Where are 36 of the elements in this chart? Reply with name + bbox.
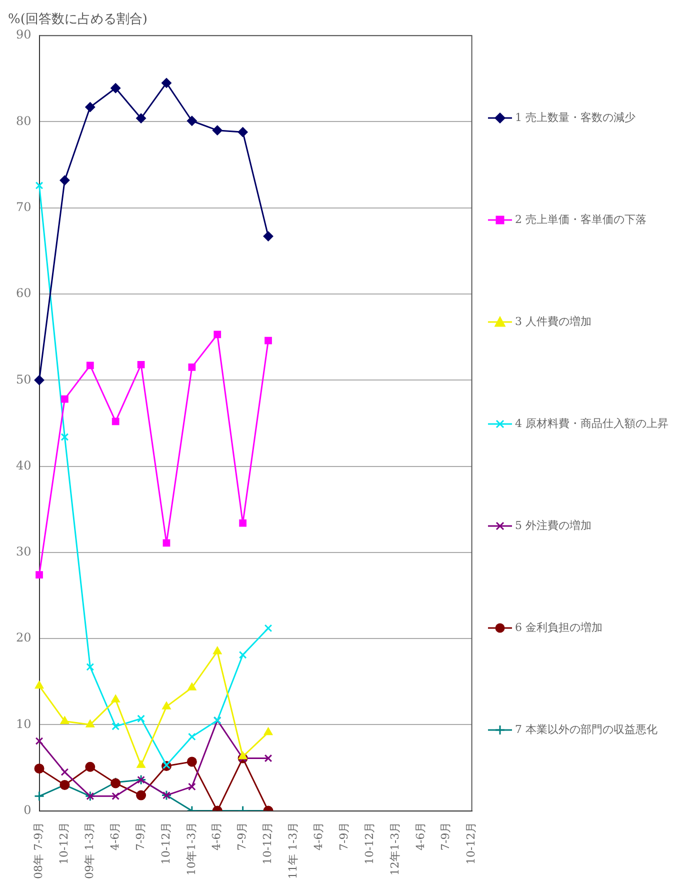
legend-label: 6 金利負担の増加	[515, 620, 602, 636]
y-tick-label: 30	[16, 544, 32, 559]
y-tick-label: 40	[16, 458, 32, 472]
legend-label: 1 売上数量・客数の減少	[515, 110, 636, 126]
legend-label: 3 人件費の増加	[515, 314, 592, 330]
y-tick-label: 80	[16, 114, 32, 128]
y-tick-label: 0	[24, 802, 32, 817]
x-tick-label: 11年 1-3月	[286, 822, 300, 880]
x-tick-label: 08年 7-9月	[32, 822, 46, 880]
x-tick-label: 4-6月	[210, 822, 224, 851]
y-tick-label: 70	[16, 200, 32, 214]
legend-label: 4 原材料費・商品仕入額の上昇	[515, 416, 668, 432]
y-axis-title: %(回答数に占める割合)	[8, 12, 148, 28]
legend-label: 7 本業以外の部門の収益悪化	[515, 722, 658, 738]
x-tick-label: 10-12月	[464, 822, 478, 865]
y-tick-label: 60	[16, 286, 32, 300]
x-tick-label: 10-12月	[159, 822, 172, 865]
x-tick-label: 10-12月	[362, 822, 376, 865]
x-tick-label: 10-12月	[58, 822, 71, 865]
legend-label: 2 売上単価・客単価の下落	[515, 212, 646, 228]
x-tick-label: 09年 1-3月	[83, 822, 96, 880]
y-tick-label: 50	[16, 372, 32, 386]
x-tick-label: 10-12月	[261, 822, 274, 865]
y-tick-label: 90	[16, 28, 32, 42]
x-tick-label: 4-6月	[108, 822, 122, 851]
x-tick-label: 10年1-3月	[184, 822, 198, 876]
y-tick-label: 10	[16, 716, 32, 731]
y-tick-label: 20	[16, 630, 32, 645]
legend-label: 5 外注費の増加	[515, 518, 592, 534]
x-tick-label: 12年1-3月	[388, 822, 402, 876]
x-tick-label: 7-9月	[337, 822, 350, 851]
x-tick-label: 7-9月	[134, 822, 147, 851]
x-tick-label: 7-9月	[236, 822, 249, 851]
x-tick-label: 4-6月	[414, 822, 427, 851]
x-tick-label: 4-6月	[312, 822, 325, 851]
x-tick-label: 7-9月	[439, 822, 452, 851]
